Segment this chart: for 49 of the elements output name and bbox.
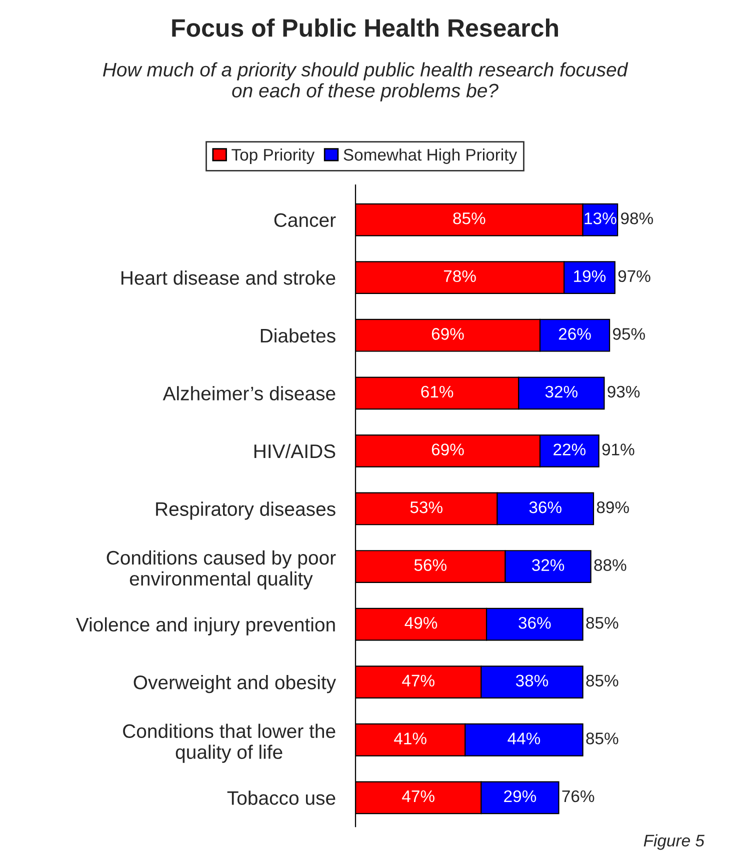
y-tick-label: Conditions caused by poor environmental quality [106, 550, 336, 590]
legend-label: Somewhat High Priority [344, 148, 518, 164]
y-tick-label: Diabetes [260, 328, 336, 343]
legend-label: Top Priority [232, 148, 315, 164]
data-label: 69% [432, 328, 464, 340]
total-label: 85% [586, 616, 618, 629]
total-label: 93% [608, 386, 640, 398]
data-label: 53% [410, 501, 442, 514]
data-label: 38% [516, 674, 548, 687]
data-label: 32% [545, 386, 578, 398]
y-tick-label: Violence and injury prevention [76, 617, 335, 636]
total-label: 97% [618, 270, 650, 282]
y-tick-label: Conditions that lower the quality of life [123, 724, 336, 763]
total-label: 76% [562, 790, 594, 802]
data-label: 13% [584, 212, 616, 224]
data-label: 41% [394, 732, 426, 744]
total-label: 88% [594, 559, 626, 571]
data-label: 49% [404, 616, 438, 629]
total-label: 85% [586, 732, 618, 744]
data-label: 56% [414, 559, 446, 571]
total-label: 89% [596, 501, 629, 514]
data-label: 44% [508, 732, 540, 744]
data-label: 47% [402, 790, 434, 802]
chart-title: Focus of Public Health Research [172, 18, 558, 37]
y-tick-label: Overweight and obesity [134, 675, 336, 694]
data-label: 36% [518, 616, 551, 629]
total-label: 85% [586, 674, 618, 687]
y-tick-label: Heart disease and stroke [122, 270, 336, 285]
total-label: 91% [602, 444, 634, 456]
y-tick-label: Respiratory diseases [156, 502, 336, 520]
caption: Figure 5 [644, 834, 704, 850]
chart-subtitle: How much of a priority should public health research focused on each of these problems be? [102, 62, 628, 102]
y-tick-label: Alzheimer’s disease [162, 386, 336, 400]
data-label: 69% [432, 444, 464, 456]
data-label: 36% [529, 501, 562, 514]
data-label: 78% [444, 270, 476, 282]
y-tick-label: Cancer [274, 213, 336, 228]
y-tick-label: HIV/AIDS [254, 444, 336, 458]
total-label: 98% [621, 212, 653, 224]
total-label: 95% [612, 328, 645, 340]
data-label: 61% [421, 386, 454, 398]
data-label: 47% [402, 674, 434, 686]
data-label: 22% [554, 444, 586, 456]
data-label: 29% [504, 790, 536, 802]
data-label: 85% [453, 212, 486, 224]
data-label: 19% [574, 270, 606, 282]
data-label: 26% [558, 328, 591, 340]
data-label: 32% [532, 559, 564, 571]
y-tick-label: Tobacco use [227, 790, 336, 805]
